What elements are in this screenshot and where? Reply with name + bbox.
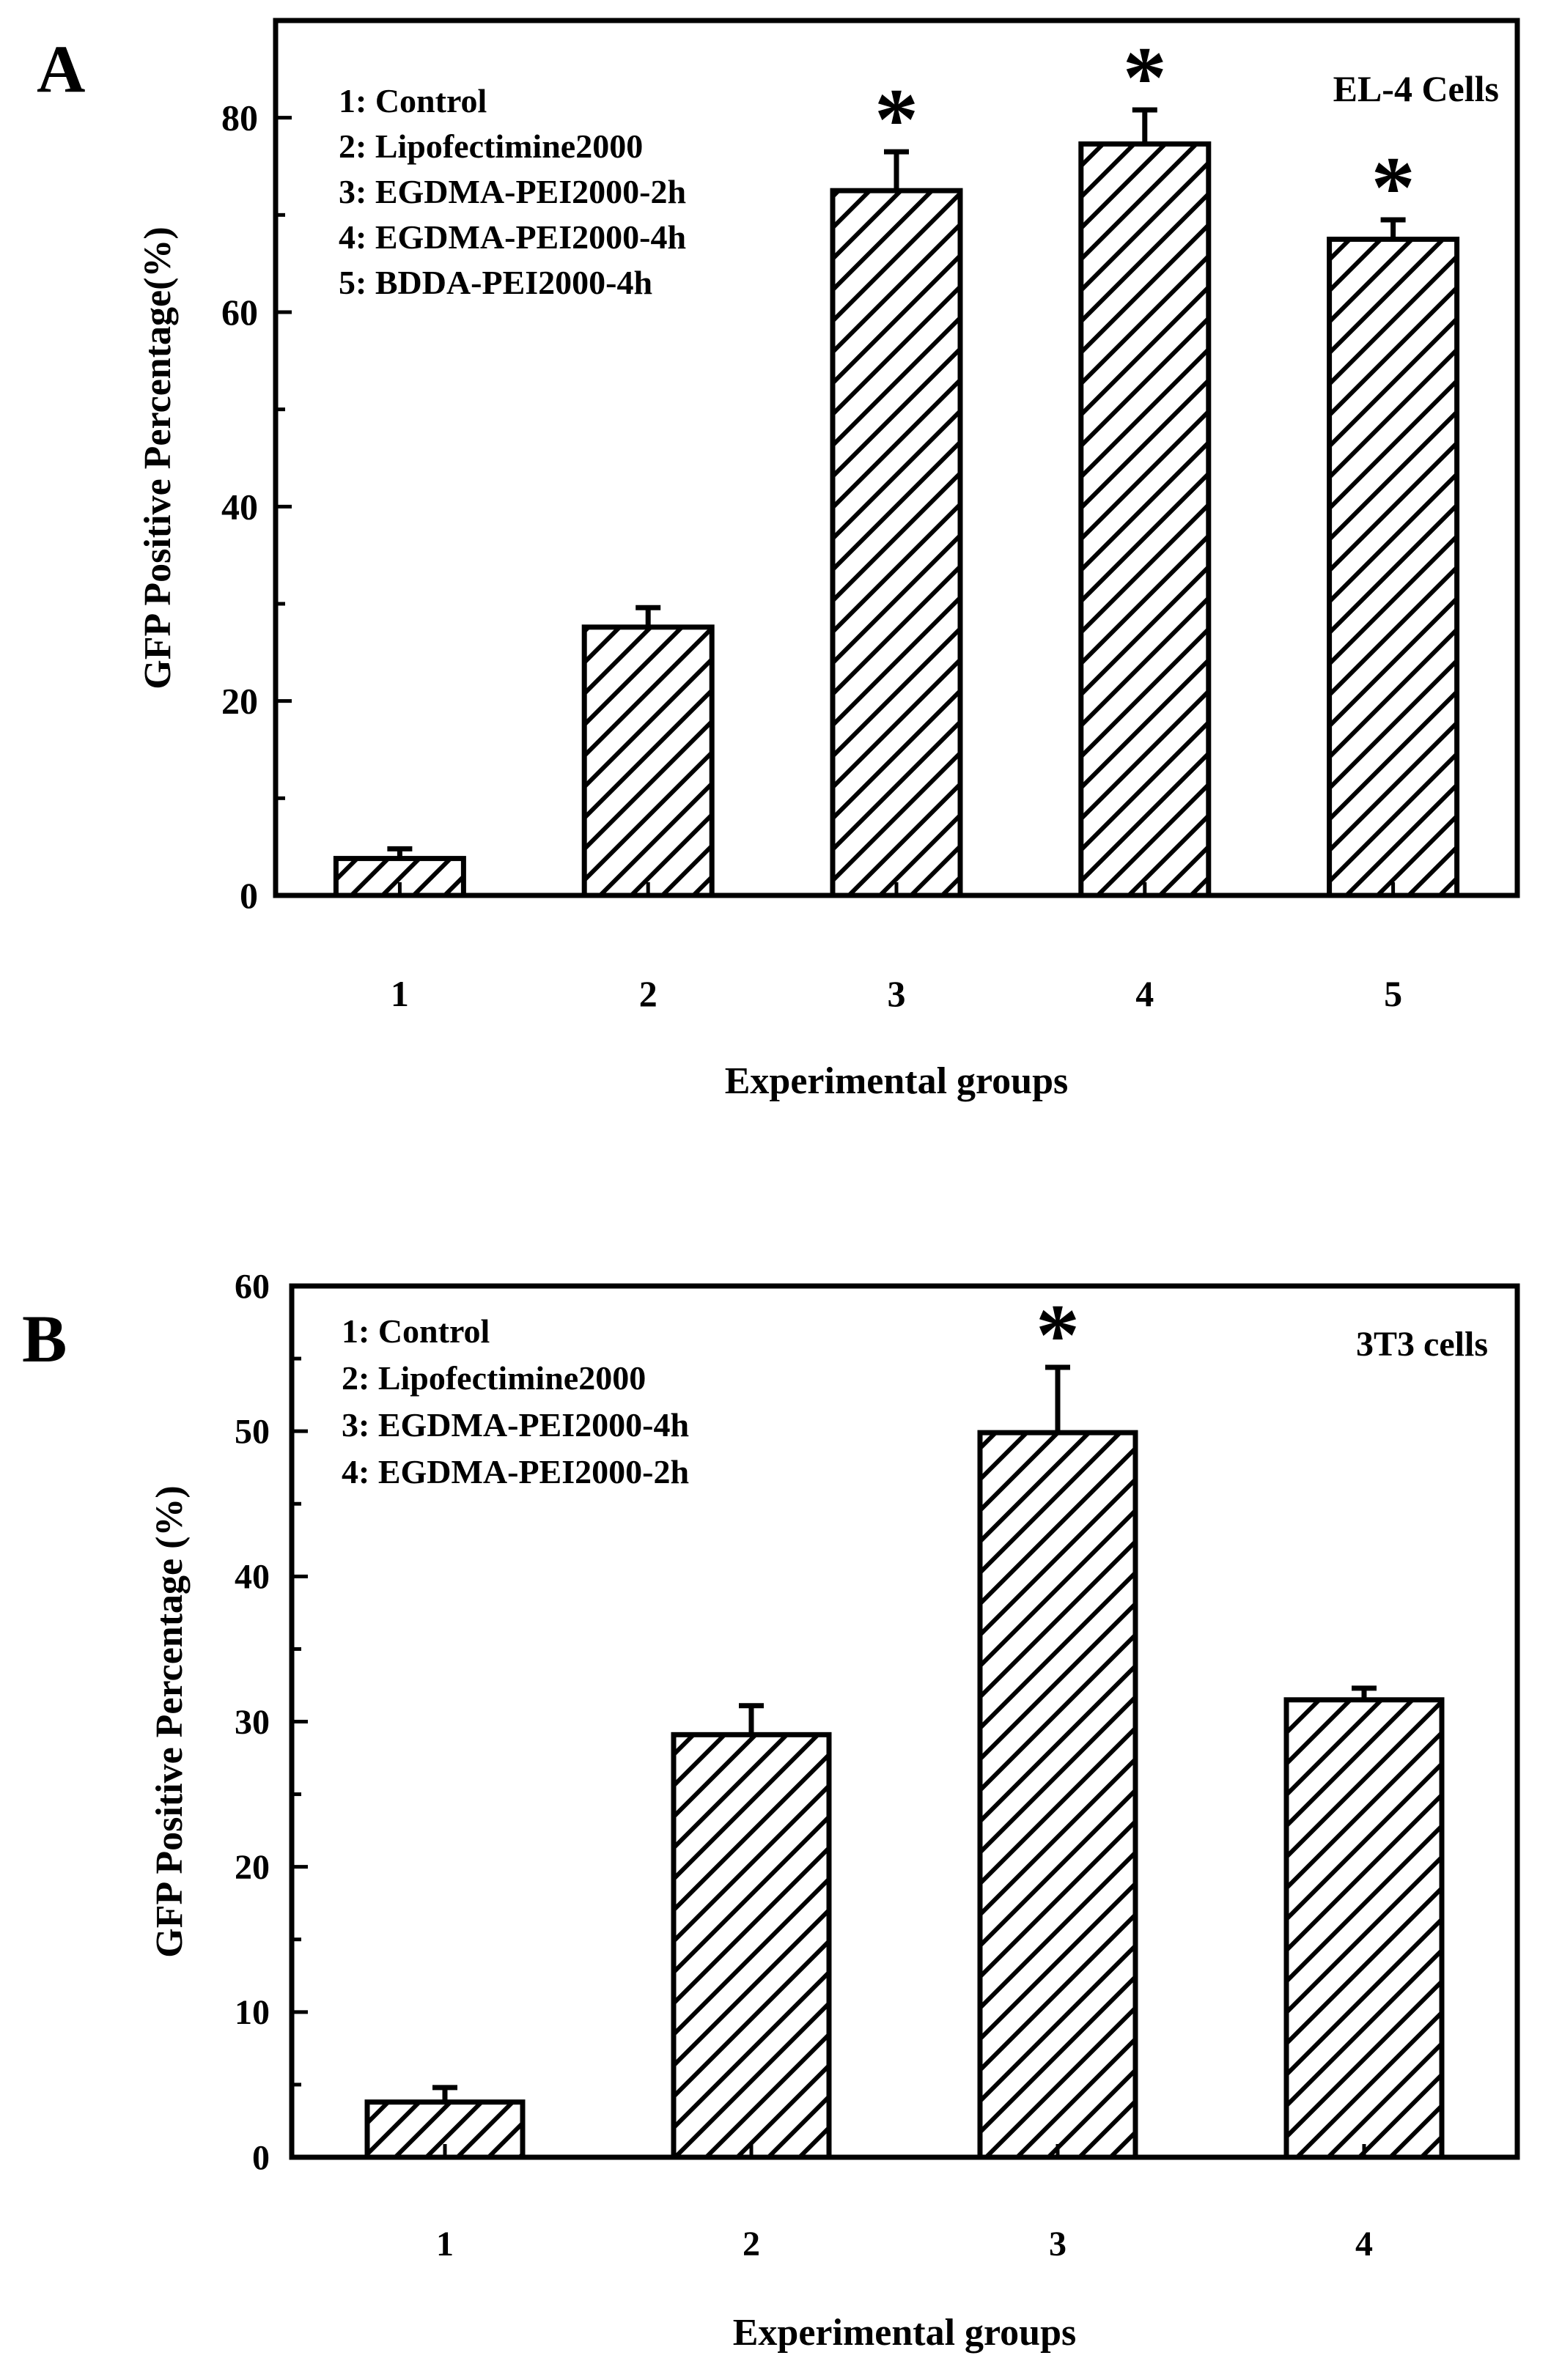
x-tick-label: 2 bbox=[639, 973, 657, 1014]
y-tick-label: 80 bbox=[221, 97, 258, 138]
bar bbox=[1078, 141, 1212, 898]
legend-entry: 1: Control bbox=[339, 82, 487, 119]
x-tick-label: 3 bbox=[888, 973, 906, 1014]
panel-label: A bbox=[37, 32, 85, 106]
bar bbox=[1283, 1697, 1445, 2160]
legend-entry: 4: EGDMA-PEI2000-2h bbox=[342, 1453, 689, 1490]
y-tick-label: 40 bbox=[221, 486, 258, 527]
legend-entry: 2: Lipofectimine2000 bbox=[339, 128, 643, 165]
significance-star: * bbox=[1036, 1286, 1080, 1383]
y-tick-label: 60 bbox=[221, 292, 258, 333]
bar bbox=[977, 1430, 1138, 2160]
y-tick-label: 60 bbox=[235, 1267, 270, 1306]
chart-title: EL-4 Cells bbox=[1333, 68, 1499, 109]
bar bbox=[671, 1732, 832, 2160]
bar bbox=[1327, 237, 1460, 898]
y-axis-label: GFP Positive Percentage (%) bbox=[149, 1485, 191, 1958]
significance-star: * bbox=[1371, 138, 1415, 236]
plot-frame bbox=[273, 18, 1520, 898]
y-tick-label: 0 bbox=[252, 2138, 270, 2177]
x-axis-label: Experimental groups bbox=[733, 2312, 1077, 2354]
significance-star: * bbox=[874, 70, 918, 168]
y-tick-label: 20 bbox=[221, 681, 258, 722]
chart-title: 3T3 cells bbox=[1356, 1325, 1488, 1364]
plot-frame bbox=[289, 1283, 1520, 2160]
x-tick-label: 4 bbox=[1355, 2225, 1373, 2263]
y-tick-label: 40 bbox=[235, 1558, 270, 1597]
bar bbox=[830, 188, 963, 898]
y-tick-label: 20 bbox=[235, 1848, 270, 1887]
legend-entry: 5: BDDA-PEI2000-4h bbox=[339, 264, 652, 301]
y-tick-label: 10 bbox=[235, 1993, 270, 2032]
panel-a: 1 2 * 3 * 4 * 5 0 20 40 60 80 1: Control 2: Lipofectim… bbox=[37, 18, 1520, 1102]
x-tick-label: 2 bbox=[743, 2225, 760, 2263]
x-tick-label: 1 bbox=[391, 973, 409, 1014]
legend-entry: 3: EGDMA-PEI2000-2h bbox=[339, 173, 686, 210]
x-tick-label: 5 bbox=[1384, 973, 1402, 1014]
legend-entry: 1: Control bbox=[342, 1312, 490, 1350]
bar bbox=[581, 624, 715, 898]
legend-entry: 4: EGDMA-PEI2000-4h bbox=[339, 218, 686, 256]
legend-entry: 3: EGDMA-PEI2000-4h bbox=[342, 1406, 689, 1444]
significance-star: * bbox=[1123, 29, 1167, 126]
x-tick-label: 4 bbox=[1135, 973, 1154, 1014]
panel-label: B bbox=[22, 1301, 67, 1376]
y-tick-label: 30 bbox=[235, 1703, 270, 1742]
x-tick-label: 3 bbox=[1049, 2225, 1066, 2263]
x-tick-label: 1 bbox=[436, 2225, 454, 2263]
y-tick-label: 50 bbox=[235, 1412, 270, 1451]
x-axis-label: Experimental groups bbox=[725, 1060, 1069, 1102]
y-tick-label: 0 bbox=[240, 875, 258, 916]
y-axis-label: GFP Positive Percentage(%) bbox=[137, 226, 179, 690]
legend-entry: 2: Lipofectimine2000 bbox=[342, 1359, 646, 1397]
